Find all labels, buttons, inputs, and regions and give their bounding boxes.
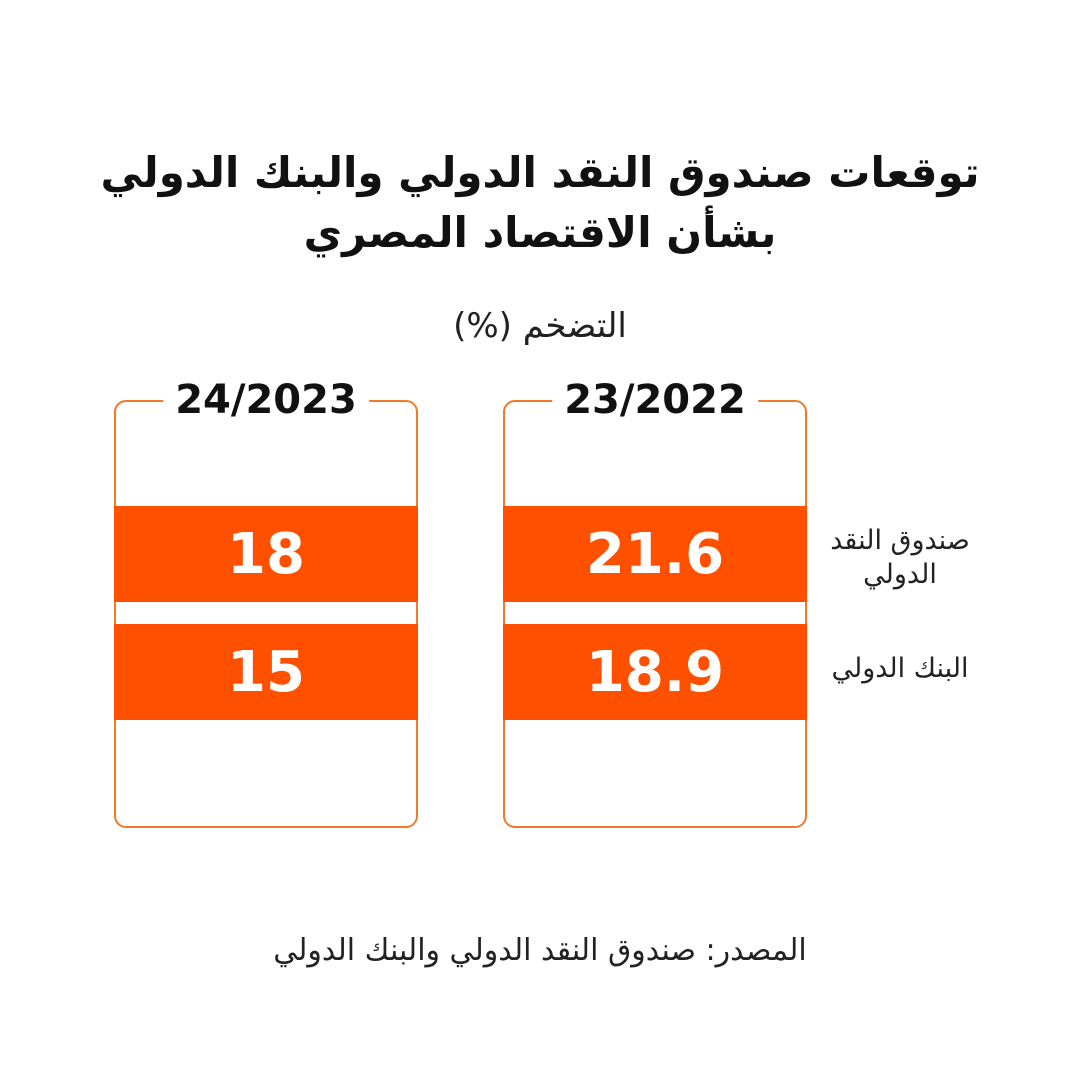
value-bar-world-bank: 15 xyxy=(114,624,418,720)
year-label: 24/2023 xyxy=(163,372,369,428)
row-label-imf: صندوق النقد الدولي xyxy=(830,525,970,590)
value-bar-imf: 18 xyxy=(114,506,418,602)
source-note: المصدر: صندوق النقد الدولي والبنك الدولي xyxy=(273,933,807,968)
row-label-world-bank: البنك الدولي xyxy=(831,653,969,684)
panel-2023-24: 24/2023 18 15 xyxy=(114,372,418,828)
chart-title-line-1: توقعات صندوق النقد الدولي والبنك الدولي xyxy=(100,148,980,197)
year-label: 23/2022 xyxy=(552,372,758,428)
chart-subtitle: التضخم (%) xyxy=(453,306,627,346)
panel-2022-23: 23/2022 21.6 18.9 xyxy=(503,372,807,828)
chart-title-line-2: بشأن الاقتصاد المصري xyxy=(303,208,777,257)
value-bar-imf: 21.6 xyxy=(503,506,807,602)
value-bar-world-bank: 18.9 xyxy=(503,624,807,720)
